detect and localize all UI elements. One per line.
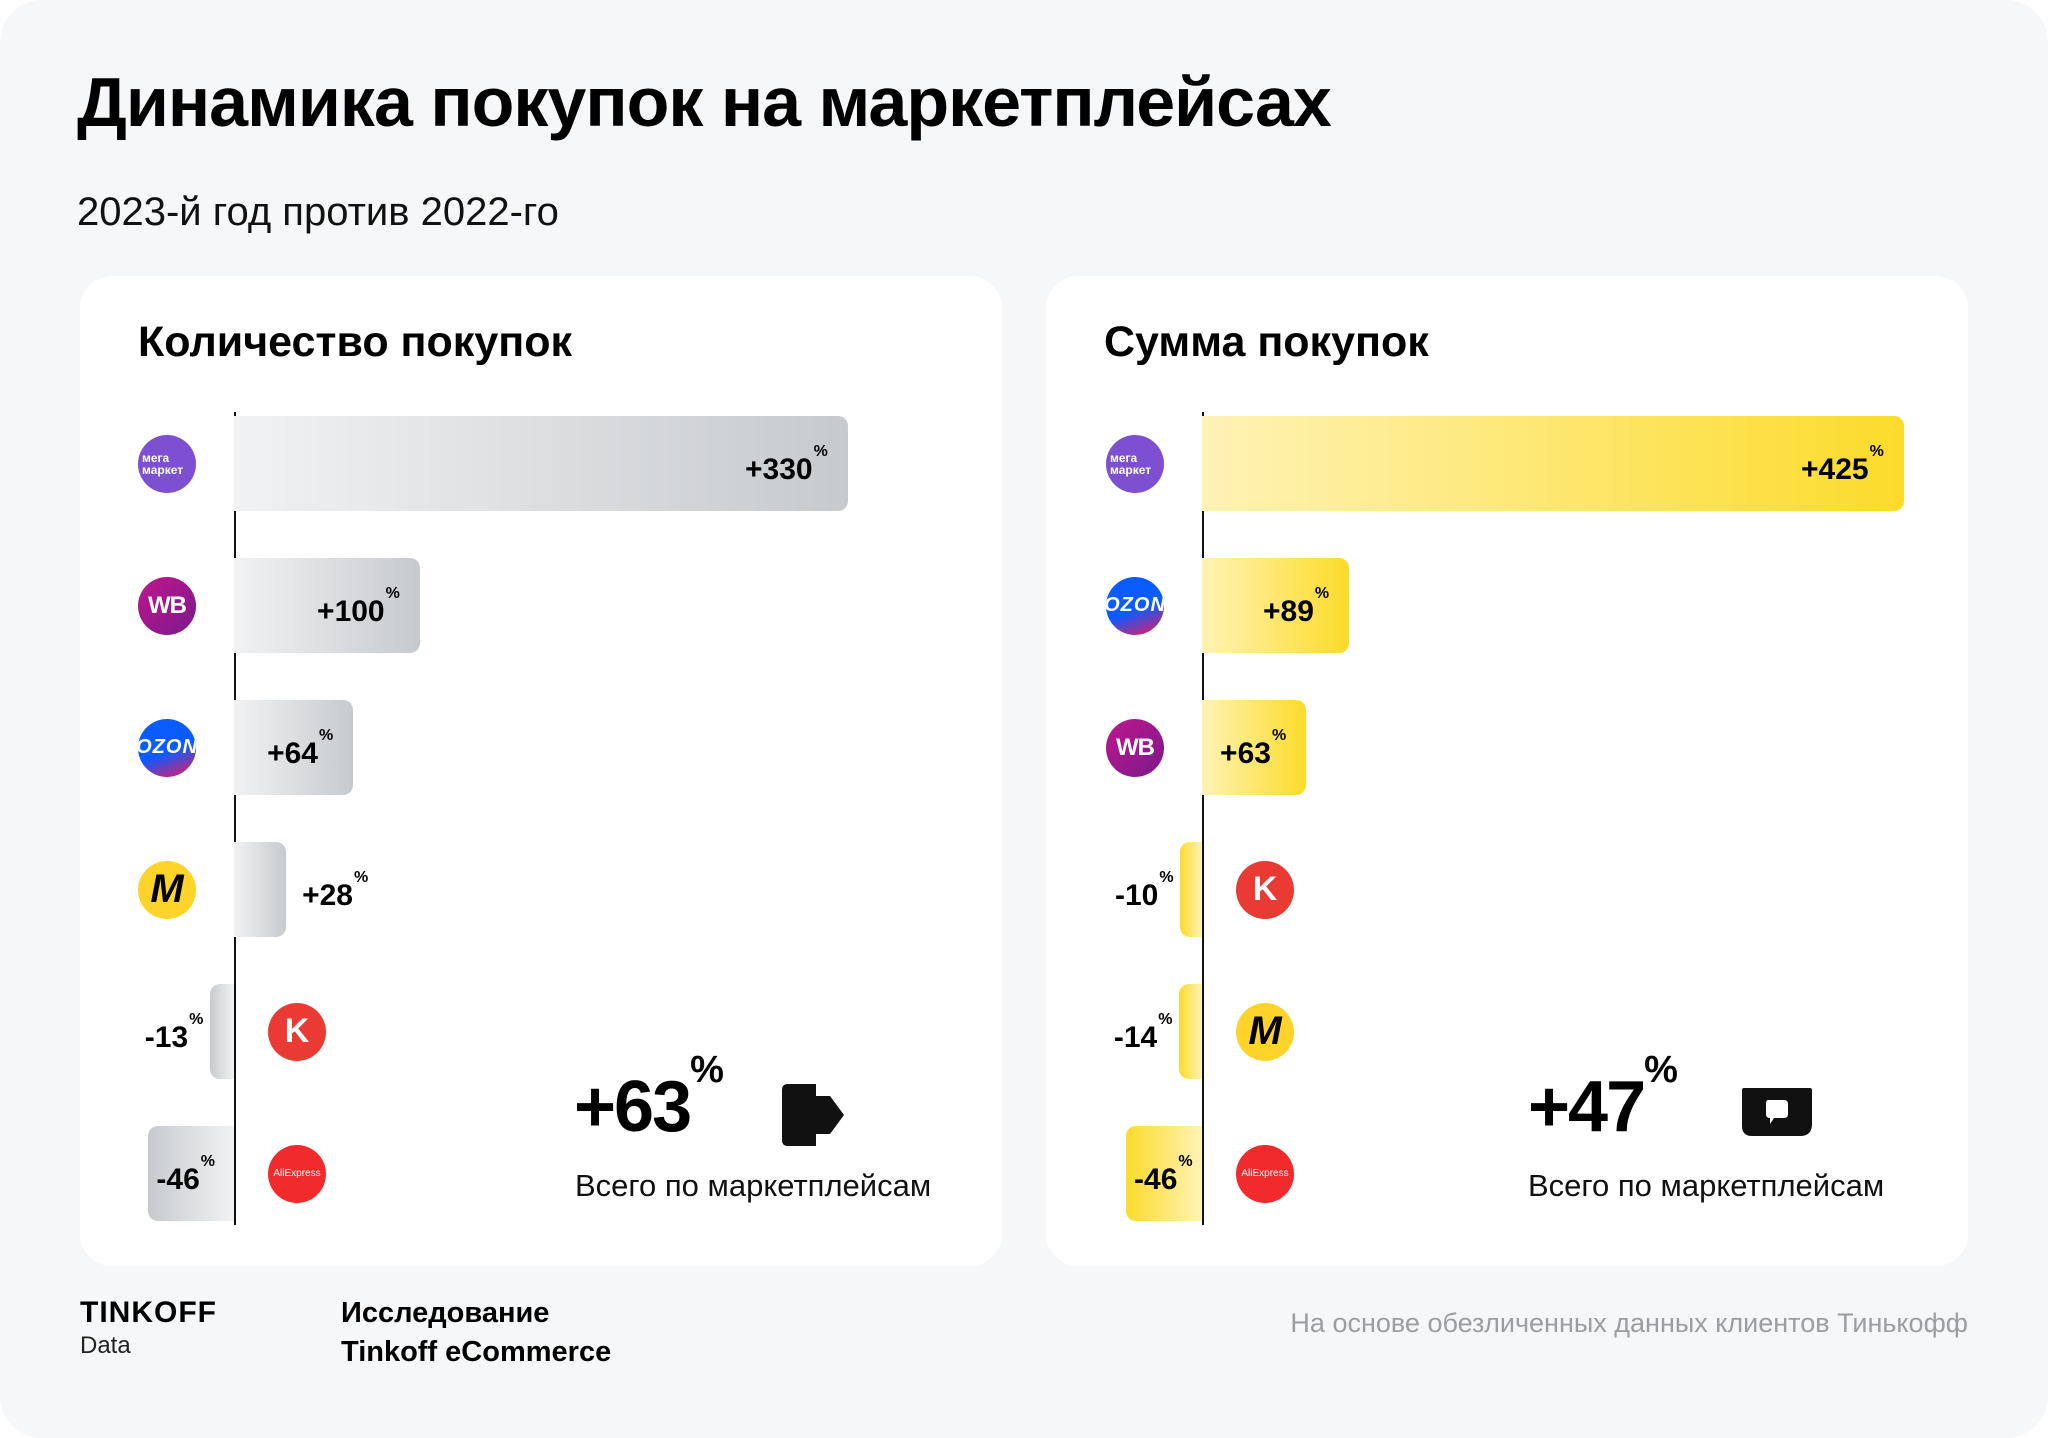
bar (234, 416, 848, 511)
bar (234, 842, 287, 937)
aliexpress-logo: AliExpress (1236, 1144, 1294, 1203)
study-caption: Исследование Tinkoff eCommerce (341, 1294, 611, 1372)
data-label: +63% (1220, 726, 1287, 770)
study-line-2: Tinkoff eCommerce (341, 1336, 612, 1368)
bar (234, 558, 421, 653)
bar (148, 1126, 234, 1221)
bar (1180, 842, 1202, 937)
tinkoff-wallet-icon (1742, 1088, 1812, 1136)
bar (234, 700, 354, 795)
ozon-logo: OZON (1106, 576, 1164, 635)
page-title: Динамика покупок на маркетплейсах (77, 63, 1332, 141)
chart-card-purchase-sum: Сумма покупок мега маркет +425% OZON +89% WB +… (1046, 276, 1968, 1266)
bar (1202, 558, 1349, 653)
data-label: -46% (1134, 1152, 1193, 1196)
data-label: +89% (1263, 584, 1330, 628)
data-label: -10% (1115, 868, 1174, 912)
bar (1202, 700, 1307, 795)
page-subtitle: 2023-й год против 2022-го (77, 190, 559, 234)
data-label: +64% (267, 726, 334, 770)
zero-axis-line (234, 412, 236, 1225)
bar (1178, 984, 1202, 1079)
tinkoff-arrow-icon (782, 1084, 844, 1146)
data-source-note: На основе обезличенных данных клиентов Т… (1290, 1308, 1968, 1338)
yandex-market-logo: M (1236, 1002, 1294, 1061)
chart-title: Количество покупок (138, 318, 572, 366)
tinkoff-logo: TINKOFF (80, 1296, 217, 1329)
megamarket-logo: мега маркет (138, 434, 196, 493)
yandex-market-logo: M (138, 860, 196, 919)
wb-logo: WB (1106, 718, 1164, 777)
total-caption: Всего по маркетплейсам (1528, 1168, 1885, 1203)
total-value: +63% (574, 1049, 724, 1147)
total-caption: Всего по маркетплейсам (575, 1168, 932, 1203)
aliexpress-logo: AliExpress (268, 1144, 326, 1203)
zero-axis-line (1202, 412, 1204, 1225)
total-value: +47% (1528, 1049, 1678, 1147)
tinkoff-data-label: Data (80, 1332, 131, 1359)
data-label: -46% (156, 1152, 215, 1196)
megamarket-logo: мега маркет (1106, 434, 1164, 493)
data-label: +425% (1801, 442, 1884, 486)
kazanexpress-logo: K (268, 1002, 326, 1061)
data-label: -13% (144, 1010, 204, 1054)
data-label: -14% (1113, 1010, 1173, 1054)
chart-title: Сумма покупок (1104, 318, 1429, 366)
bar (1202, 416, 1904, 511)
data-label: +330% (745, 442, 828, 486)
data-label: +100% (317, 584, 400, 628)
kazanexpress-logo: K (1236, 860, 1294, 919)
wb-logo: WB (138, 576, 196, 635)
study-line-1: Исследование (341, 1297, 550, 1329)
bar (209, 984, 234, 1079)
ozon-logo: OZON (138, 718, 196, 777)
data-label: +28% (302, 868, 369, 912)
bar (1126, 1126, 1202, 1221)
chart-card-purchase-count: Количество покупок мега маркет +330% WB +100… (80, 276, 1002, 1266)
